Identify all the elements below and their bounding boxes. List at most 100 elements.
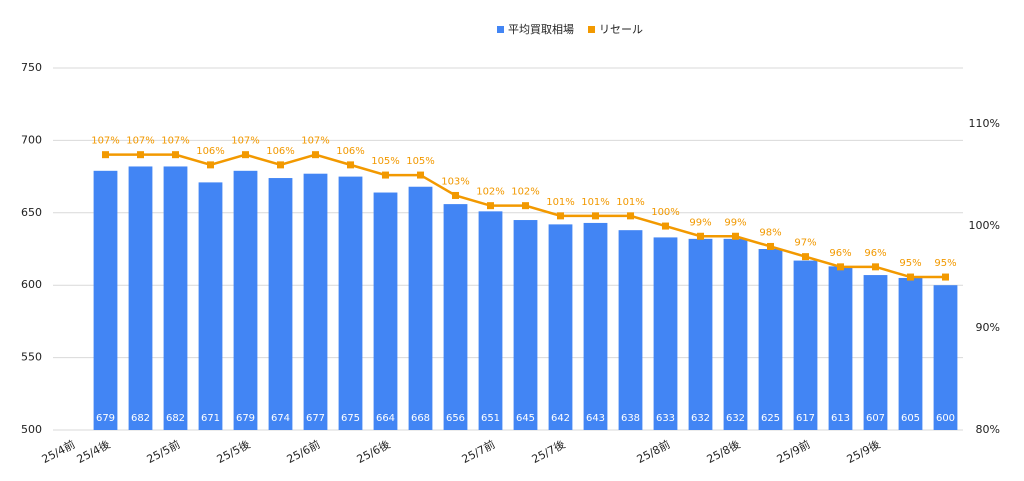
x-tick-label: 25/6前 [284,437,322,466]
line-value-label: 107% [91,136,120,147]
line-point [172,151,179,159]
bar [723,238,748,430]
y2-tick-label: 90% [976,321,1000,334]
bar [933,285,958,430]
x-tick-label: 25/8後 [704,437,742,466]
bar-value-label: 664 [376,413,395,424]
line-point [697,232,704,240]
bar-value-label: 679 [96,413,115,424]
x-tick-label: 25/9後 [844,437,882,466]
line-point [417,171,424,179]
bar-value-label: 642 [551,413,570,424]
bar-value-label: 638 [621,413,640,424]
line-value-label: 106% [336,146,365,157]
line-value-label: 107% [126,136,155,147]
x-tick-label: 25/7前 [459,437,497,466]
line-value-label: 99% [724,217,746,228]
x-tick-label: 25/8前 [634,437,672,466]
bar-value-label: 679 [236,413,255,424]
legend-label: リセール [599,23,643,36]
line-value-label: 97% [794,238,816,249]
line-value-label: 96% [829,248,851,259]
legend-swatch [497,26,504,33]
bar-value-label: 605 [901,413,920,424]
bar [373,192,398,430]
bar [408,186,433,430]
bar-value-label: 617 [796,413,815,424]
bar-value-label: 613 [831,413,850,424]
bar [653,237,678,430]
bar [268,178,293,430]
bar [443,204,468,430]
line-value-label: 106% [196,146,225,157]
line-value-label: 103% [441,176,470,187]
line-point [662,222,669,230]
y-tick-label: 550 [21,351,42,364]
line-value-label: 99% [689,217,711,228]
line-value-label: 107% [161,136,190,147]
line-point [207,161,214,169]
bar [128,166,153,431]
bar-value-label: 633 [656,413,675,424]
line-value-label: 95% [934,258,956,269]
bar-value-label: 682 [166,413,185,424]
bar [198,182,223,430]
bar-value-label: 668 [411,413,430,424]
line-point [802,253,809,261]
line-value-label: 105% [371,156,400,167]
line-point [767,242,774,250]
line-value-label: 95% [899,258,921,269]
bar-value-label: 651 [481,413,500,424]
bar-value-label: 600 [936,413,955,424]
line-value-label: 98% [759,227,781,238]
y-tick-label: 500 [21,423,42,436]
line-value-label: 102% [476,187,505,198]
y2-tick-label: 100% [969,219,1000,232]
bar-value-label: 607 [866,413,885,424]
bar-value-label: 677 [306,413,325,424]
x-tick-label: 25/9前 [774,437,812,466]
line-value-label: 105% [406,156,435,167]
bar-value-label: 645 [516,413,535,424]
bar-value-label: 656 [446,413,465,424]
x-tick-label: 25/4後 [74,437,112,466]
legend-label: 平均買取相場 [508,23,574,36]
line-point [347,161,354,169]
bar [338,176,363,430]
x-tick-label: 25/4前 [39,437,77,466]
line-point [242,151,249,159]
line-value-label: 101% [546,197,575,208]
line-point [557,212,564,220]
y-tick-label: 750 [21,61,42,74]
line-value-label: 96% [864,248,886,259]
x-tick-label: 25/5前 [144,437,182,466]
bar [233,170,258,431]
bar [583,222,608,430]
line-point [452,191,459,199]
y-tick-label: 650 [21,206,42,219]
bar [758,249,783,430]
bar [688,238,713,430]
line-point [732,232,739,240]
line-point [942,273,949,281]
y-tick-label: 700 [21,133,42,146]
bar [618,230,643,430]
bar [548,224,573,430]
line-value-label: 100% [651,207,680,218]
line-value-label: 107% [231,136,260,147]
line-value-label: 106% [266,146,295,157]
bar-value-label: 632 [691,413,710,424]
bar [163,166,188,431]
bar-value-label: 671 [201,413,220,424]
bar-value-label: 643 [586,413,605,424]
line-point [592,212,599,220]
line-value-label: 101% [581,197,610,208]
line-value-label: 107% [301,136,330,147]
bar-value-label: 675 [341,413,360,424]
bar-value-label: 674 [271,413,290,424]
x-tick-label: 25/5後 [214,437,252,466]
y2-tick-label: 110% [969,117,1000,130]
line-value-label: 101% [616,197,645,208]
line-point [522,202,529,210]
